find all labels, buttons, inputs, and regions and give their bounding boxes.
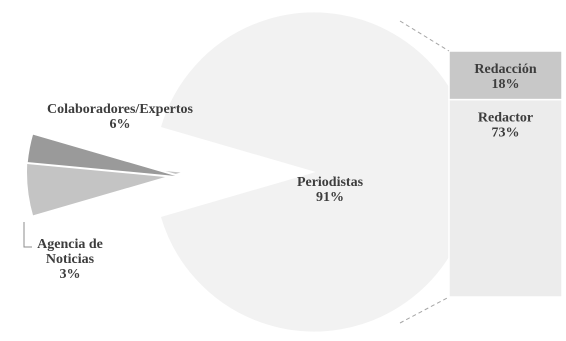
connector-top xyxy=(399,20,450,52)
label-periodistas: Periodistas 91% xyxy=(297,175,364,205)
pie-slice-periodistas xyxy=(159,11,475,333)
label-colaboradores: Colaboradores/Expertos 6% xyxy=(47,102,194,132)
pie-slice-agencia xyxy=(25,132,187,179)
label-agencia: Agencia de Noticias 3% xyxy=(37,237,103,282)
bar-segment-redaccion xyxy=(448,50,563,101)
label-redactor: Redactor 73% xyxy=(478,111,533,141)
connector-bottom xyxy=(399,296,450,324)
leader-line-agencia xyxy=(23,222,32,248)
label-redaccion: Redacción 18% xyxy=(474,62,536,92)
bar-segment-redactor xyxy=(448,98,563,298)
